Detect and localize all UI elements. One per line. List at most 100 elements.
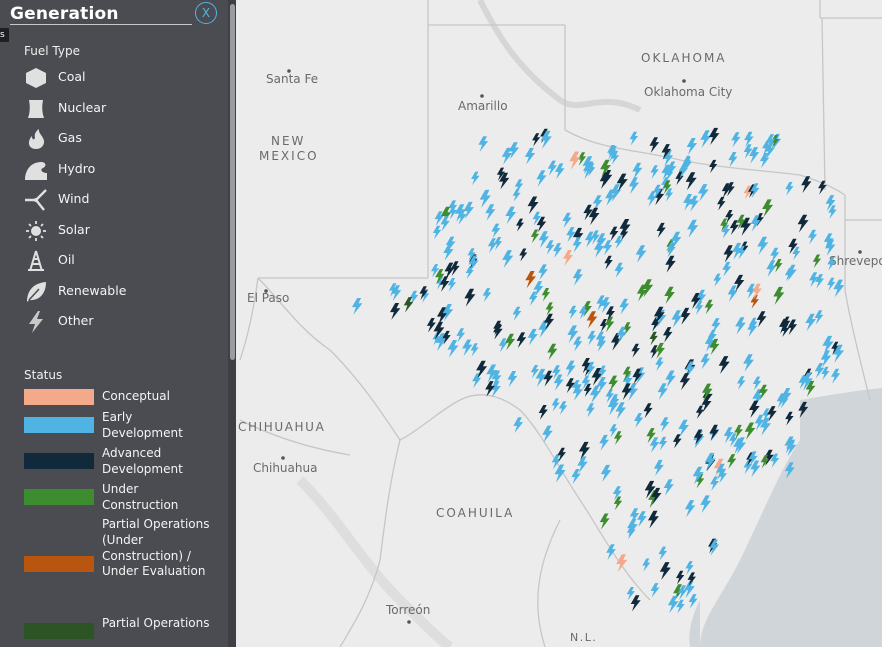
project-marker[interactable] [553,374,564,391]
project-marker[interactable] [482,288,492,303]
project-marker[interactable] [527,196,539,215]
project-marker[interactable] [665,370,676,388]
project-marker[interactable] [563,250,574,267]
project-marker[interactable] [634,413,644,428]
project-marker[interactable] [596,377,607,394]
project-marker[interactable] [598,365,607,379]
project-marker[interactable] [352,298,363,315]
project-marker[interactable] [605,189,616,206]
project-marker[interactable] [603,240,613,256]
project-marker[interactable] [727,285,738,302]
project-marker[interactable] [758,384,769,400]
project-marker[interactable] [801,176,812,193]
project-marker[interactable] [440,216,450,232]
project-marker[interactable] [812,254,822,269]
project-marker[interactable] [494,237,503,251]
project-marker[interactable] [649,331,658,346]
project-marker[interactable] [649,137,660,154]
project-marker[interactable] [632,368,643,385]
project-marker[interactable] [700,495,712,513]
project-marker[interactable] [442,304,454,322]
project-marker[interactable] [786,439,797,457]
project-marker[interactable] [732,242,743,260]
project-marker[interactable] [744,422,756,440]
project-marker[interactable] [781,388,792,404]
project-marker[interactable] [389,283,398,297]
project-marker[interactable] [678,585,688,601]
project-marker[interactable] [535,368,547,387]
project-marker[interactable] [613,496,623,511]
project-marker[interactable] [729,220,739,236]
close-button[interactable]: X [195,2,217,24]
project-marker[interactable] [752,389,764,408]
project-marker[interactable] [609,394,620,410]
project-marker[interactable] [744,131,754,148]
project-marker[interactable] [782,316,791,331]
project-marker[interactable] [650,345,659,359]
project-marker[interactable] [545,240,555,255]
project-marker[interactable] [614,262,624,278]
project-marker[interactable] [725,210,734,224]
project-marker[interactable] [507,371,518,387]
project-marker[interactable] [538,231,550,248]
project-marker[interactable] [734,274,745,292]
project-marker[interactable] [646,428,656,444]
project-marker[interactable] [759,152,770,169]
project-marker[interactable] [644,480,656,499]
project-marker[interactable] [512,188,521,202]
project-marker[interactable] [592,195,603,211]
project-marker[interactable] [502,250,514,269]
project-marker[interactable] [606,544,616,561]
project-marker[interactable] [571,380,581,395]
project-marker[interactable] [747,321,758,337]
project-marker[interactable] [654,188,665,206]
project-marker[interactable] [760,455,770,469]
project-marker[interactable] [421,289,430,303]
project-marker[interactable] [435,333,447,352]
project-marker[interactable] [403,297,414,313]
project-marker[interactable] [596,295,606,311]
project-marker[interactable] [431,264,440,278]
project-marker[interactable] [792,246,801,261]
project-marker[interactable] [735,317,746,335]
project-marker[interactable] [653,459,664,477]
project-marker[interactable] [766,134,776,150]
project-marker[interactable] [695,473,705,489]
project-marker[interactable] [746,283,756,299]
fuel-item-other[interactable]: Other [24,309,204,333]
project-marker[interactable] [821,366,830,381]
project-marker[interactable] [685,361,696,378]
project-marker[interactable] [544,313,555,331]
project-marker[interactable] [490,380,501,398]
project-marker[interactable] [798,401,809,419]
project-marker[interactable] [552,365,561,380]
project-marker[interactable] [432,332,441,346]
project-marker[interactable] [760,417,771,436]
project-marker[interactable] [737,376,746,390]
project-marker[interactable] [528,291,538,306]
project-marker[interactable] [582,301,592,317]
project-marker[interactable] [781,323,790,338]
project-marker[interactable] [572,237,582,253]
project-marker[interactable] [512,306,522,321]
project-marker[interactable] [554,464,566,483]
project-marker[interactable] [465,265,474,280]
project-marker[interactable] [472,373,482,388]
project-marker[interactable] [748,451,758,466]
project-marker[interactable] [722,261,732,277]
project-marker[interactable] [740,241,749,256]
project-marker[interactable] [743,354,754,372]
project-marker[interactable] [711,318,721,334]
project-marker[interactable] [709,338,720,356]
project-marker[interactable] [709,424,720,441]
project-marker[interactable] [557,447,566,462]
project-marker[interactable] [663,479,674,496]
project-marker[interactable] [694,301,704,315]
project-marker[interactable] [655,309,667,328]
project-marker[interactable] [485,204,496,221]
fuel-item-renewable[interactable]: Renewable [24,279,204,303]
project-marker[interactable] [814,310,824,325]
project-marker[interactable] [755,213,764,227]
project-marker[interactable] [814,363,825,379]
project-marker[interactable] [827,257,836,271]
